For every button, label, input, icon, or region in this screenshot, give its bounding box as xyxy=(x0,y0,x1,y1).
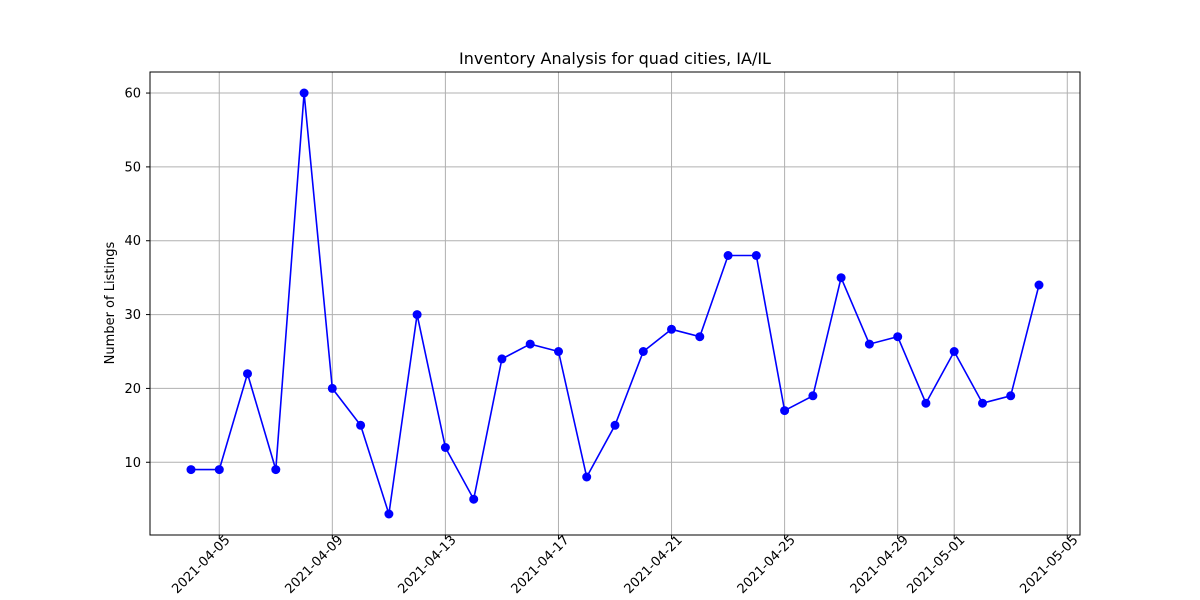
y-tick-label: 20 xyxy=(124,382,141,397)
x-tick-label: 2021-05-01 xyxy=(904,533,968,597)
y-tick-label: 60 xyxy=(124,87,141,102)
data-point xyxy=(751,251,761,260)
data-point xyxy=(695,332,705,342)
series xyxy=(186,88,1044,519)
data-point xyxy=(412,310,422,320)
grid xyxy=(150,72,1080,535)
chart-title: Inventory Analysis for quad cities, IA/I… xyxy=(459,49,771,68)
series-line xyxy=(191,92,1040,515)
data-point xyxy=(667,324,676,334)
data-point xyxy=(214,465,224,475)
data-point xyxy=(525,339,535,349)
axes xyxy=(146,71,1081,539)
x-tick-label: 2021-04-05 xyxy=(169,533,233,597)
data-point xyxy=(949,347,959,356)
y-tick-label: 30 xyxy=(124,308,141,323)
y-tick-label: 10 xyxy=(124,456,141,471)
x-tick-label: 2021-05-05 xyxy=(1017,533,1081,597)
data-point xyxy=(327,383,337,393)
data-point xyxy=(384,509,394,519)
data-point xyxy=(186,465,196,475)
x-tick-label: 2021-04-25 xyxy=(735,533,799,597)
data-point xyxy=(978,398,987,408)
y-tick-label: 40 xyxy=(124,234,141,249)
data-point xyxy=(864,339,874,349)
data-point xyxy=(780,406,790,416)
tick-labels: 10 20 30 40 50 60 2021-04-05 2021-04-09 2021-04-… xyxy=(124,87,1081,597)
data-point xyxy=(723,251,733,260)
x-tick-label: 2021-04-13 xyxy=(395,533,459,597)
data-point xyxy=(1006,391,1016,401)
data-point xyxy=(582,472,592,482)
y-tick-label: 50 xyxy=(124,160,141,175)
data-point xyxy=(356,420,366,430)
data-point xyxy=(638,347,648,356)
plot-frame xyxy=(149,71,1081,536)
data-point xyxy=(243,369,252,379)
x-tick-label: 2021-04-09 xyxy=(282,533,346,597)
data-point xyxy=(808,391,818,401)
y-axis-label: Number of Listings xyxy=(103,241,118,364)
data-point xyxy=(469,494,479,504)
data-point xyxy=(497,354,507,364)
data-point xyxy=(836,273,846,283)
data-point xyxy=(299,88,309,98)
x-tick-label: 2021-04-17 xyxy=(509,533,573,597)
data-point xyxy=(921,398,931,408)
data-point xyxy=(440,443,450,452)
data-point xyxy=(554,347,563,356)
x-tick-label: 2021-04-21 xyxy=(622,533,686,597)
data-point xyxy=(271,465,281,475)
data-point xyxy=(610,420,620,430)
x-tick-label: 2021-04-29 xyxy=(848,533,912,597)
data-point xyxy=(893,332,903,342)
data-point xyxy=(1034,280,1044,290)
